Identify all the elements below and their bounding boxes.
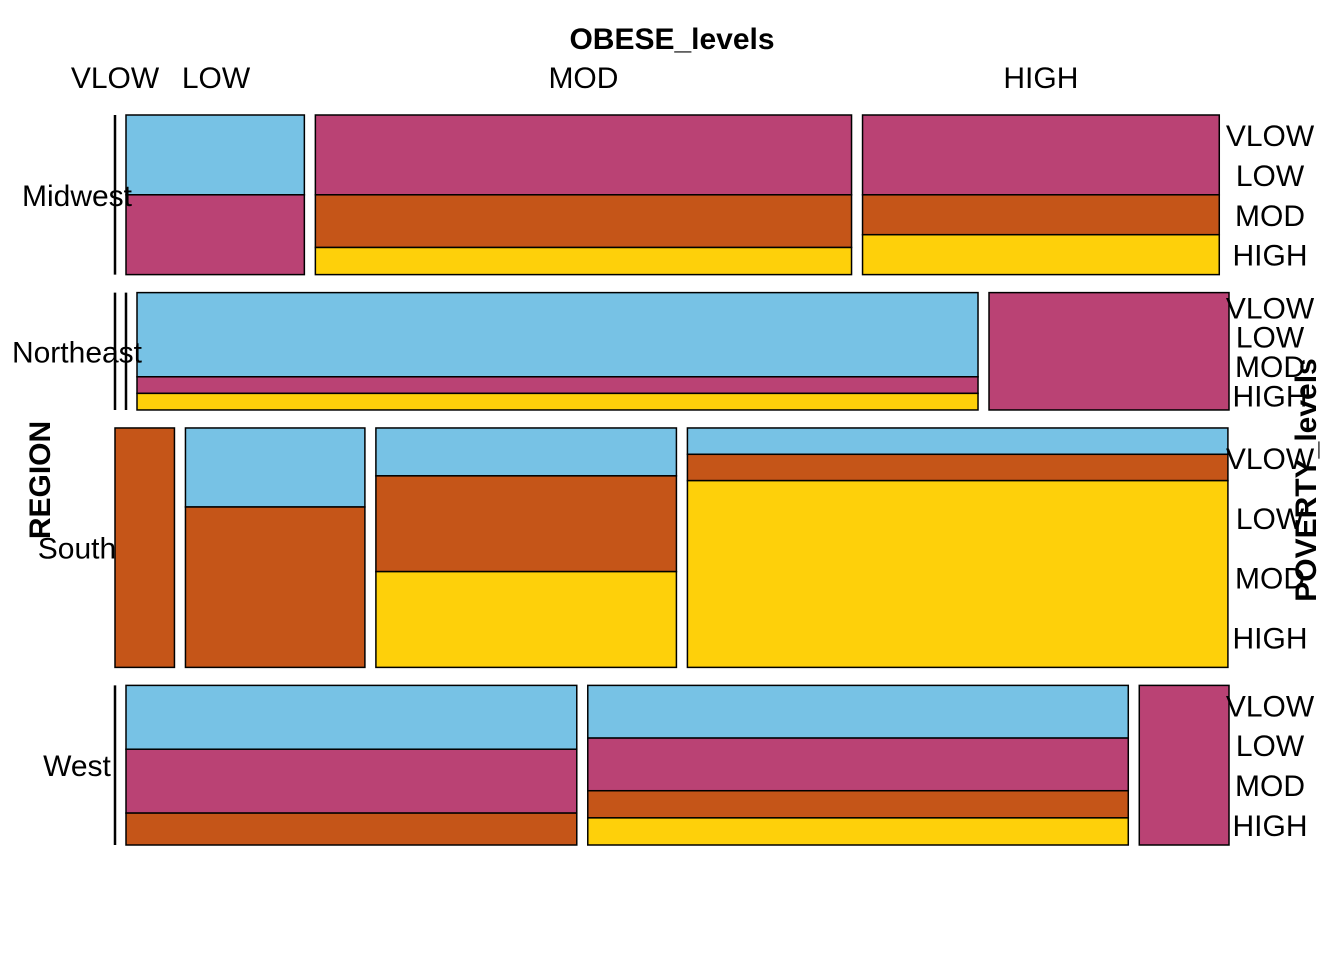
row-label-west: West <box>43 750 111 783</box>
mosaic-tile-midwest-low-low <box>125 194 306 276</box>
mosaic-tile-west-high-low <box>1138 684 1230 846</box>
stack-label-west-vlow: VLOW <box>1226 690 1315 723</box>
stack-label-south-vlow: VLOW <box>1226 443 1315 476</box>
mosaic-tile-west-low-low <box>125 748 578 814</box>
mosaic-tile-south-low-mod <box>184 506 366 669</box>
mosaic-tile-northeast-mod-low <box>136 376 979 395</box>
poverty-axis-title: POVERTY_levels <box>1290 358 1323 601</box>
mosaic-tile-midwest-mod-mod <box>314 194 853 249</box>
mosaic-tile-northeast-mod-vlow <box>136 291 979 378</box>
stack-label-northeast-high: HIGH <box>1233 380 1308 413</box>
mosaic-tile-south-high-mod <box>686 453 1229 482</box>
stack-label-northeast-low: LOW <box>1236 322 1305 355</box>
stack-label-midwest-high: HIGH <box>1233 240 1308 273</box>
stack-label-west-mod: MOD <box>1235 770 1305 803</box>
row-label-south: South <box>38 533 116 566</box>
mosaic-tile-south-high-high <box>686 479 1229 669</box>
mosaic-tile-midwest-mod-low <box>314 114 853 196</box>
mosaic-tile-west-mod-low <box>587 737 1130 792</box>
stack-label-south-low: LOW <box>1236 503 1305 536</box>
mosaic-tile-south-mod-high <box>375 570 678 669</box>
stack-label-northeast-vlow: VLOW <box>1226 292 1315 325</box>
mosaic-cells <box>113 114 1230 846</box>
stack-label-midwest-mod: MOD <box>1235 200 1305 233</box>
stack-label-west-high: HIGH <box>1233 810 1308 843</box>
mosaic-tile-west-low-vlow <box>125 684 578 750</box>
mosaic-tile-south-mod-vlow <box>375 427 678 477</box>
region-axis-title: REGION <box>24 421 57 539</box>
mosaic-tile-midwest-low-vlow <box>125 114 306 196</box>
stack-label-northeast-mod: MOD <box>1235 351 1305 384</box>
mosaic-tile-midwest-mod-high <box>314 246 853 276</box>
mosaic-tile-west-mod-vlow <box>587 684 1130 739</box>
stack-label-midwest-low: LOW <box>1236 160 1305 193</box>
column-label-low: LOW <box>182 62 251 95</box>
mosaic-tile-midwest-high-high <box>861 233 1221 276</box>
row-label-midwest: Midwest <box>22 180 133 213</box>
mosaic-tile-south-low-vlow <box>184 427 366 508</box>
stack-label-south-high: HIGH <box>1233 622 1308 655</box>
mosaic-tile-midwest-high-low <box>861 114 1221 196</box>
chart-title: OBESE_levels <box>569 23 774 56</box>
stack-label-midwest-vlow: VLOW <box>1226 120 1315 153</box>
mosaic-tile-northeast-high-low <box>988 291 1230 411</box>
mosaic-tile-northeast-mod-high <box>136 392 979 411</box>
mosaic-tile-west-mod-high <box>587 817 1130 846</box>
column-label-mod: MOD <box>548 62 618 95</box>
mosaic-tile-south-vlow-mod <box>114 427 176 669</box>
row-label-northeast: Northeast <box>12 336 143 369</box>
mosaic-tile-midwest-high-mod <box>861 194 1221 236</box>
mosaic-tile-west-mod-mod <box>587 789 1130 819</box>
mosaic-tile-west-low-mod <box>125 812 578 846</box>
column-label-high: HIGH <box>1003 62 1078 95</box>
stack-label-west-low: LOW <box>1236 730 1305 763</box>
stack-label-south-mod: MOD <box>1235 563 1305 596</box>
mosaic-labels: MidwestVLOWLOWMODHIGHNortheastVLOWLOWMOD… <box>12 62 1315 843</box>
mosaic-tile-south-high-vlow <box>686 427 1229 456</box>
mosaic-tile-south-mod-mod <box>375 475 678 573</box>
column-label-vlow: VLOW <box>71 62 160 95</box>
